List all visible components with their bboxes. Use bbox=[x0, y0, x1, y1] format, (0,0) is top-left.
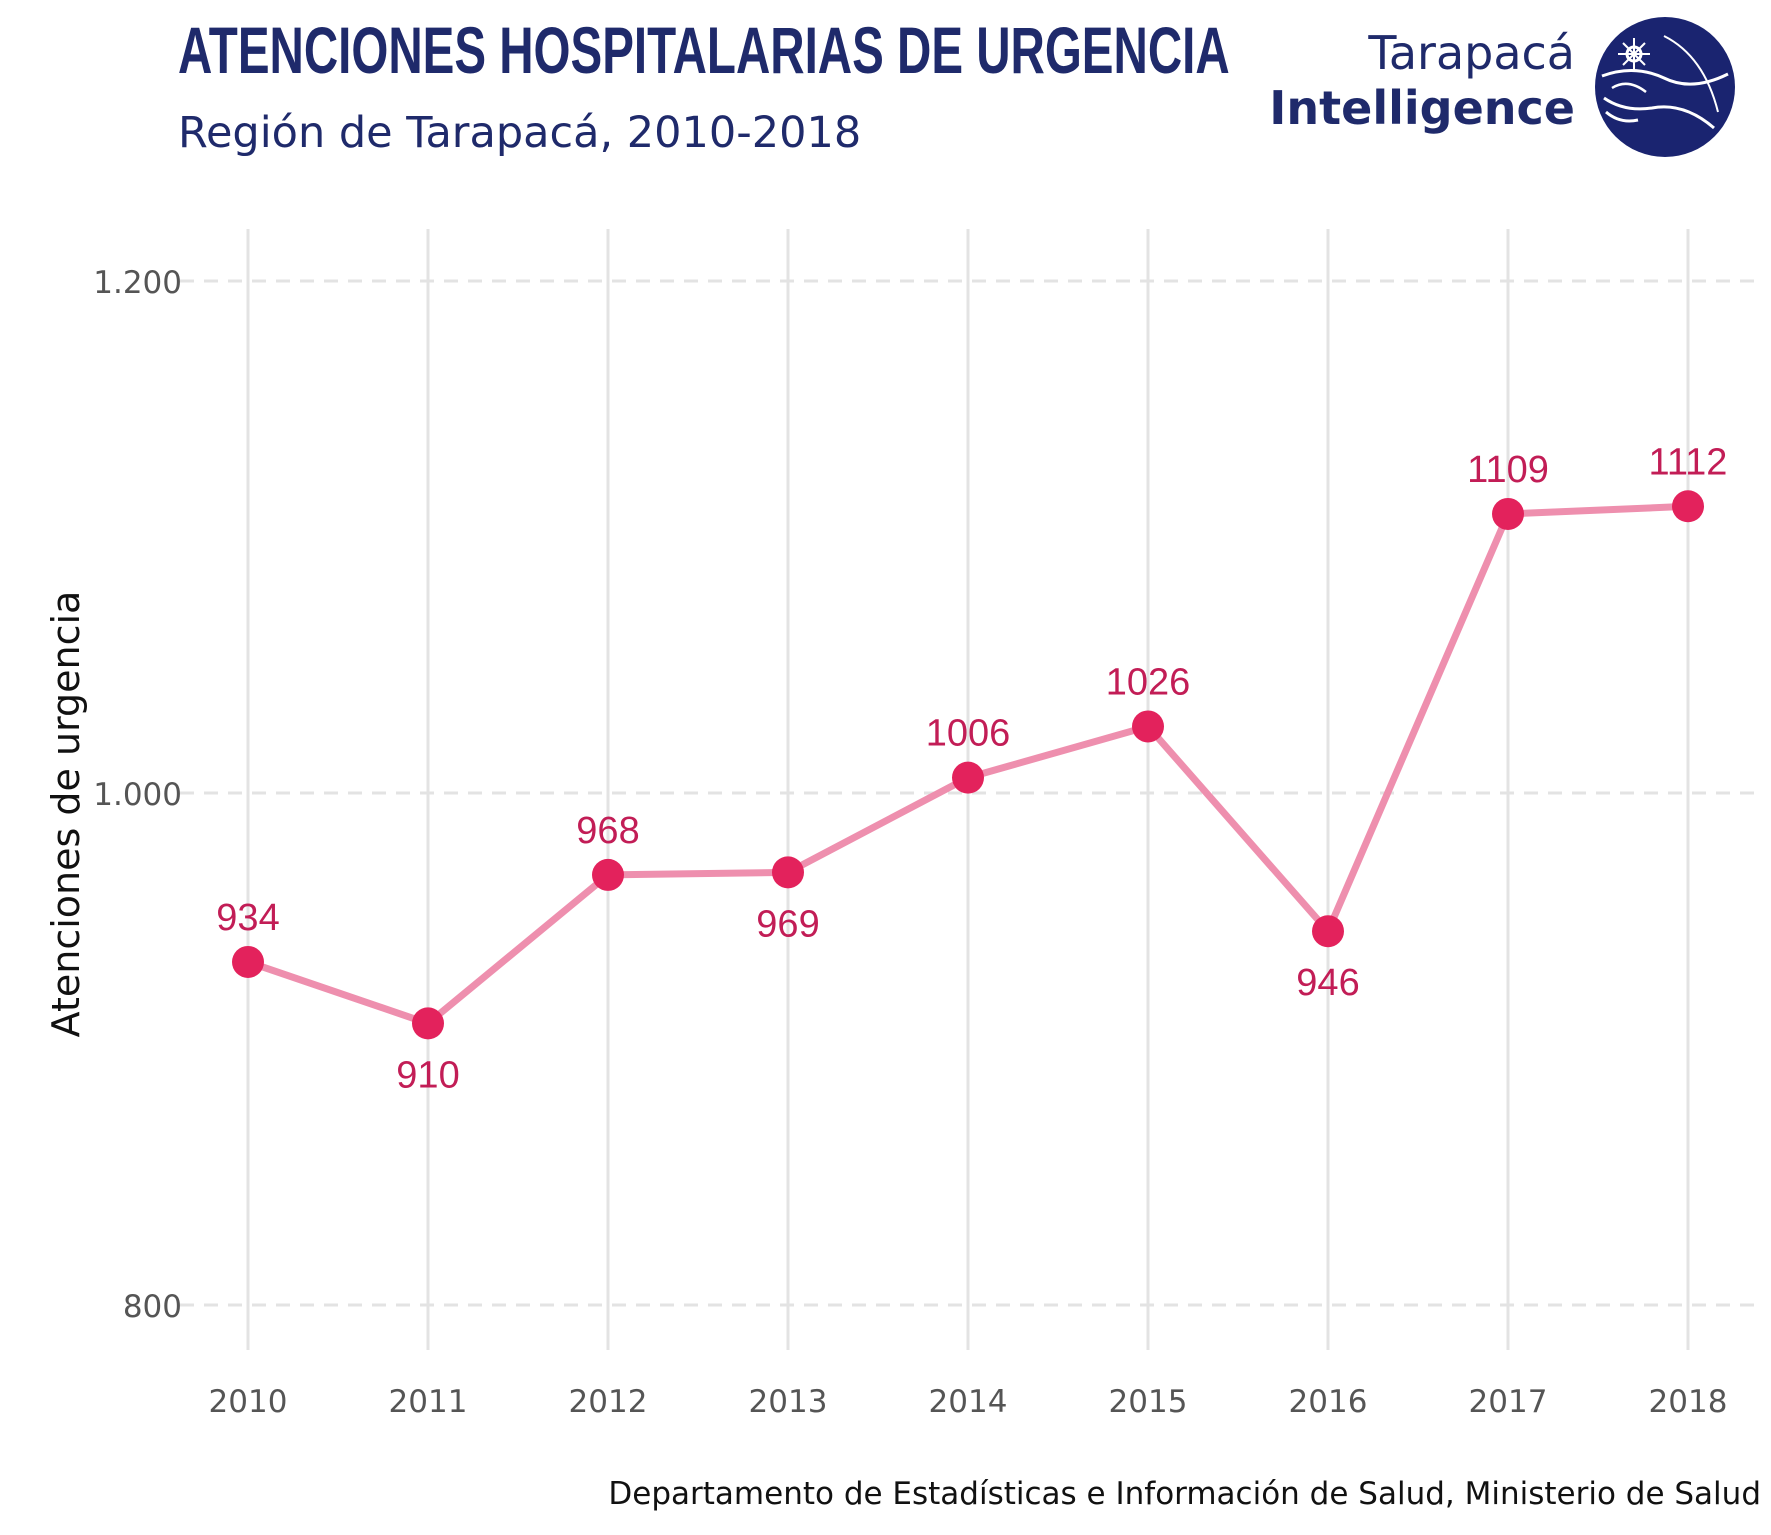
data-point bbox=[1132, 710, 1164, 743]
brand-name-line1: Tarapacá bbox=[1368, 26, 1575, 80]
brand-logo-text: Tarapacá Intelligence bbox=[1269, 26, 1575, 136]
data-point bbox=[1312, 915, 1344, 948]
source-caption: Departamento de Estadísticas e Informaci… bbox=[608, 1476, 1761, 1512]
chart-title: ATENCIONES HOSPITALARIAS DE URGENCIA bbox=[178, 13, 1230, 87]
data-point bbox=[1672, 490, 1704, 523]
x-gridlines bbox=[246, 229, 1690, 1350]
data-point bbox=[1492, 497, 1524, 530]
brand-name-line2: Intelligence bbox=[1269, 81, 1575, 135]
data-label: 934 bbox=[216, 897, 279, 939]
y-tick-label: 1.200 bbox=[93, 265, 182, 301]
data-label: 968 bbox=[576, 810, 639, 852]
y-tick-label: 800 bbox=[123, 1289, 182, 1325]
chart-subtitle: Región de Tarapacá, 2010-2018 bbox=[178, 108, 862, 158]
x-tick-label: 2010 bbox=[209, 1384, 288, 1420]
data-points bbox=[232, 490, 1704, 1040]
x-tick-label: 2013 bbox=[749, 1384, 828, 1420]
data-point bbox=[592, 858, 624, 891]
x-tick-labels: 2010 2011 2012 2013 2014 2015 2016 2017 2018 bbox=[209, 1384, 1728, 1420]
data-label: 1026 bbox=[1106, 661, 1191, 703]
data-label: 946 bbox=[1296, 962, 1359, 1004]
data-labels: 934 910 968 969 1006 1026 946 1109 1112 bbox=[216, 441, 1727, 1096]
data-label: 1109 bbox=[1467, 449, 1549, 491]
x-tick-label: 2015 bbox=[1109, 1384, 1188, 1420]
data-label: 1006 bbox=[926, 713, 1011, 755]
x-tick-label: 2011 bbox=[389, 1384, 468, 1420]
data-point bbox=[412, 1007, 444, 1040]
data-point bbox=[772, 856, 804, 889]
x-tick-label: 2016 bbox=[1289, 1384, 1368, 1420]
data-label: 969 bbox=[756, 903, 819, 945]
x-tick-label: 2014 bbox=[929, 1384, 1008, 1420]
data-label: 910 bbox=[396, 1054, 459, 1096]
y-axis-title: Atenciones de urgencia bbox=[44, 590, 88, 1038]
data-label: 1112 bbox=[1649, 441, 1728, 483]
data-point bbox=[952, 761, 984, 794]
x-tick-label: 2017 bbox=[1469, 1384, 1548, 1420]
x-tick-label: 2018 bbox=[1649, 1384, 1728, 1420]
y-tick-label: 1.000 bbox=[93, 777, 182, 813]
brand-emblem-icon bbox=[1595, 17, 1735, 157]
y-tick-labels: 800 1.000 1.200 bbox=[93, 265, 182, 1325]
x-tick-label: 2012 bbox=[569, 1384, 648, 1420]
data-point bbox=[232, 945, 264, 978]
